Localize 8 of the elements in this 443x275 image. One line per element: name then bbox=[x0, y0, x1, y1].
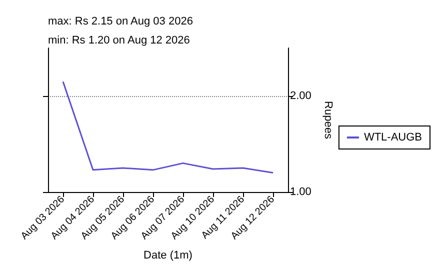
legend-label: WTL-AUGB bbox=[364, 132, 422, 144]
text: min: Rs 1.20 on Aug 12 2026 bbox=[48, 34, 190, 46]
x-axis-title: Date (1m) bbox=[144, 250, 192, 262]
y-tick-label: 1.00 bbox=[290, 186, 312, 198]
text: max: Rs 2.15 on Aug 03 2026 bbox=[48, 16, 193, 28]
line-series bbox=[62, 80, 274, 174]
y-axis-title: Rupees bbox=[322, 101, 334, 140]
y-tick-label: 2.00 bbox=[290, 90, 312, 102]
